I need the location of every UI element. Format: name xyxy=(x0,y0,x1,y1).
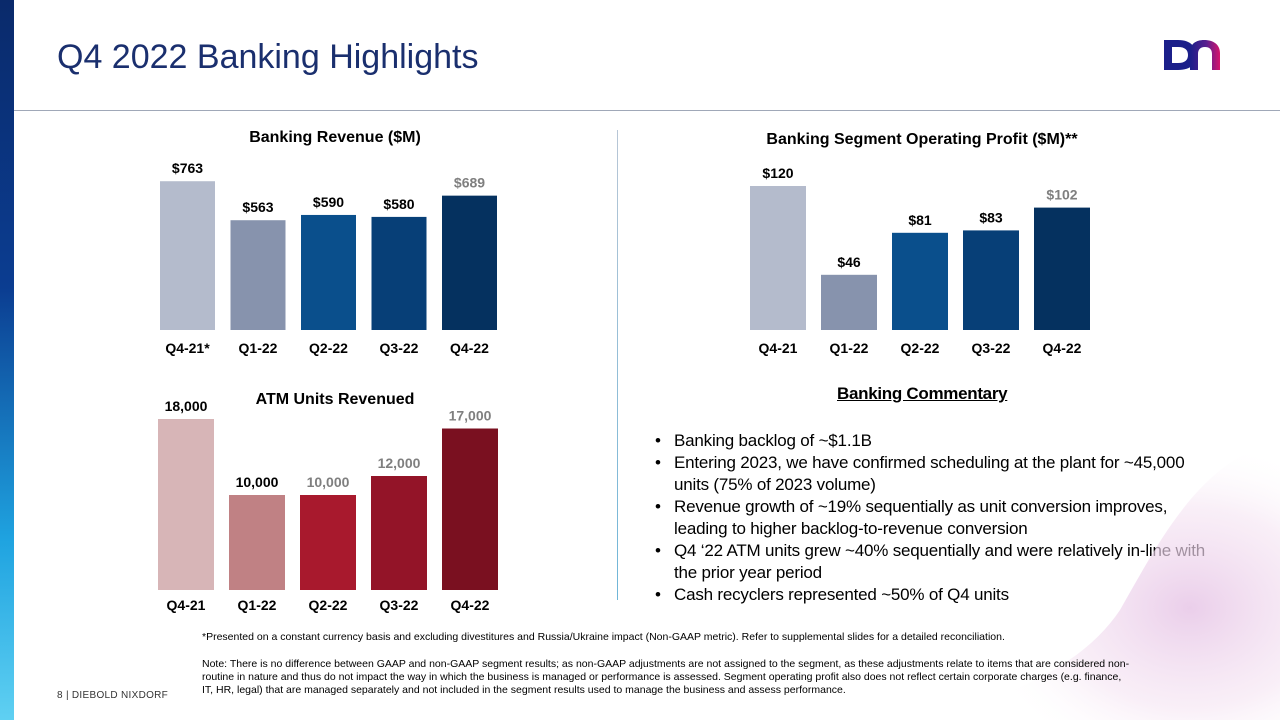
bar xyxy=(963,230,1019,330)
chart-title: Banking Segment Operating Profit ($M)** xyxy=(766,131,1078,148)
chart-title: Banking Revenue ($M) xyxy=(249,129,421,146)
data-label: $689 xyxy=(454,175,485,191)
bar xyxy=(160,181,215,330)
bar xyxy=(301,214,356,330)
category-label: Q3-22 xyxy=(972,340,1011,356)
commentary-item: Cash recyclers represented ~50% of Q4 un… xyxy=(655,584,1215,606)
bar xyxy=(821,274,877,330)
data-label: $763 xyxy=(172,160,203,176)
bar xyxy=(1034,207,1090,330)
commentary-item: Revenue growth of ~19% sequentially as u… xyxy=(655,496,1215,540)
category-label: Q1-22 xyxy=(830,340,869,356)
chart-title: ATM Units Revenued xyxy=(256,391,415,408)
data-label: 10,000 xyxy=(307,474,350,490)
data-label: 18,000 xyxy=(165,398,208,414)
commentary-title: Banking Commentary xyxy=(837,384,1008,403)
section-divider xyxy=(617,130,618,600)
data-label: $46 xyxy=(837,254,861,270)
category-label: Q4-21 xyxy=(759,340,798,356)
data-label: $81 xyxy=(908,212,932,228)
segment-note: Note: There is no difference between GAA… xyxy=(202,658,1130,696)
bar xyxy=(442,195,497,330)
category-label: Q1-22 xyxy=(239,340,278,356)
company-logo xyxy=(1164,40,1220,70)
operating-profit-chart: Banking Segment Operating Profit ($M)** $… xyxy=(750,131,1090,356)
bar xyxy=(230,220,286,330)
bar xyxy=(158,419,214,590)
bar xyxy=(229,495,285,590)
footnote: *Presented on a constant currency basis … xyxy=(202,631,1005,643)
page-title: Q4 2022 Banking Highlights xyxy=(57,38,479,76)
category-label: Q2-22 xyxy=(309,597,348,613)
left-accent-strip xyxy=(0,0,14,720)
atm-units-chart: ATM Units Revenued 18,000 Q4-21 10,000 Q1-22… xyxy=(158,391,498,613)
commentary-item: Entering 2023, we have confirmed schedul… xyxy=(655,452,1215,496)
category-label: Q4-21* xyxy=(165,340,210,356)
banking-revenue-chart: Banking Revenue ($M) $763 Q4-21* $563 Q1-22 $… xyxy=(160,129,497,356)
data-label: $580 xyxy=(383,196,414,212)
category-label: Q4-21 xyxy=(167,597,206,613)
bar xyxy=(892,232,948,330)
category-label: Q4-22 xyxy=(451,597,490,613)
category-label: Q3-22 xyxy=(380,597,419,613)
commentary-item: Banking backlog of ~$1.1B xyxy=(655,430,1215,452)
category-label: Q1-22 xyxy=(238,597,277,613)
category-label: Q4-22 xyxy=(450,340,489,356)
data-label: $563 xyxy=(242,199,273,215)
page-footer: 8 | DIEBOLD NIXDORF xyxy=(57,690,169,701)
commentary-item: Q4 ‘22 ATM units grew ~40% sequentially … xyxy=(655,540,1215,584)
data-label: $120 xyxy=(762,165,793,181)
bar xyxy=(750,186,806,330)
category-label: Q3-22 xyxy=(380,340,419,356)
bar xyxy=(371,476,427,590)
category-label: Q2-22 xyxy=(309,340,348,356)
data-label: 10,000 xyxy=(236,474,279,490)
title-divider xyxy=(14,110,1280,111)
data-label: 17,000 xyxy=(449,408,492,424)
bar xyxy=(371,216,427,330)
data-label: $102 xyxy=(1046,187,1077,203)
data-label: $83 xyxy=(979,209,1003,225)
data-label: 12,000 xyxy=(378,455,421,471)
bar xyxy=(300,495,356,590)
category-label: Q4-22 xyxy=(1043,340,1082,356)
data-label: $590 xyxy=(313,194,344,210)
bar xyxy=(442,428,498,590)
category-label: Q2-22 xyxy=(901,340,940,356)
commentary-list: Banking backlog of ~$1.1B Entering 2023,… xyxy=(655,430,1215,606)
